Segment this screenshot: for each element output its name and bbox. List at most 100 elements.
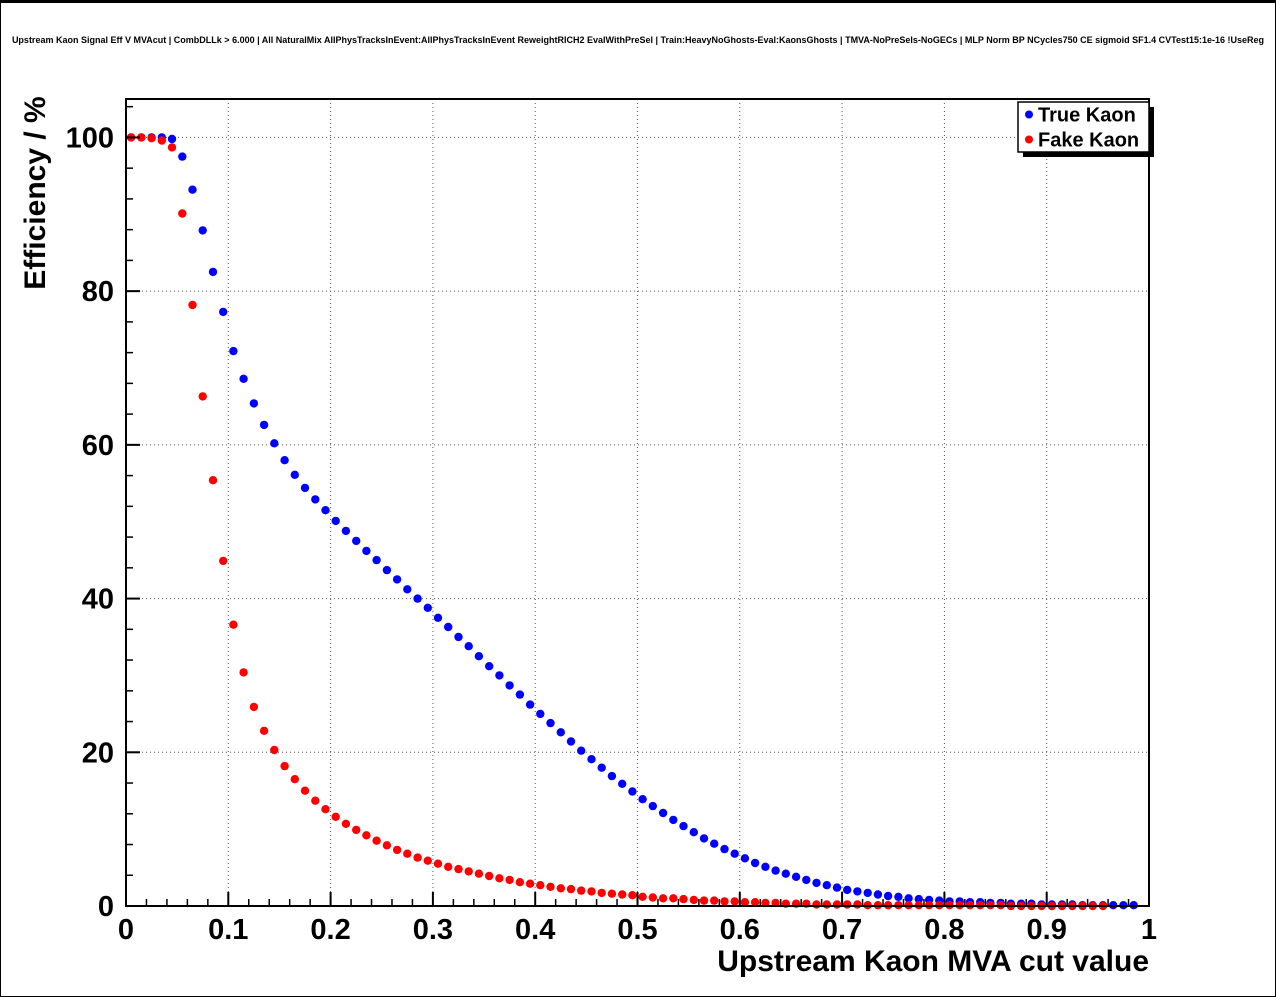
data-point	[914, 894, 923, 904]
data-point	[392, 575, 402, 584]
data-point	[822, 900, 831, 909]
data-point	[832, 900, 842, 909]
data-point	[464, 867, 473, 876]
data-point	[239, 668, 248, 677]
data-point	[219, 307, 228, 317]
data-point	[566, 884, 576, 894]
data-point	[300, 786, 310, 795]
data-point	[607, 889, 617, 898]
data-point	[362, 546, 371, 556]
data-point	[628, 787, 637, 796]
data-point	[413, 594, 422, 603]
data-point	[515, 690, 525, 699]
y-axis-title: Efficiency / %	[19, 96, 52, 289]
data-point	[843, 900, 852, 909]
y-tick-label: 20	[82, 737, 114, 769]
data-point	[843, 885, 852, 895]
data-point	[290, 775, 299, 784]
data-point	[495, 671, 504, 680]
data-point	[423, 603, 432, 612]
data-point	[444, 622, 453, 632]
data-point	[750, 858, 760, 868]
data-point	[372, 836, 381, 845]
data-point	[270, 745, 279, 755]
data-point	[720, 844, 729, 854]
data-point	[710, 896, 719, 905]
plot-title: Upstream Kaon Signal Eff V MVAcut | Comb…	[11, 35, 1265, 45]
data-point	[167, 134, 177, 144]
x-tick-label: 0.5	[617, 914, 657, 946]
data-point	[689, 895, 698, 905]
data-point	[607, 771, 617, 781]
x-tick-label: 0.3	[413, 914, 453, 946]
data-point	[464, 642, 473, 651]
data-point	[648, 801, 657, 811]
data-point	[311, 495, 320, 504]
y-tick-label: 80	[82, 276, 114, 308]
data-point	[331, 812, 340, 821]
data-point	[822, 881, 831, 890]
data-point	[791, 872, 801, 881]
data-point	[638, 892, 647, 901]
data-point	[249, 702, 259, 712]
data-point	[618, 890, 627, 899]
x-tick-label: 1	[1141, 914, 1157, 946]
data-point	[300, 483, 310, 493]
data-point	[577, 886, 586, 895]
data-point	[525, 879, 535, 888]
data-point	[669, 894, 678, 903]
data-point	[259, 726, 269, 735]
x-tick-label: 0	[118, 914, 134, 946]
series-fake-kaon	[126, 133, 1108, 911]
data-point	[147, 134, 156, 143]
data-point	[413, 853, 422, 862]
data-point	[454, 632, 463, 642]
data-point	[536, 709, 545, 719]
data-point	[280, 761, 289, 771]
data-point	[699, 896, 709, 905]
data-point	[208, 267, 218, 277]
legend-marker-true-kaon	[1025, 110, 1033, 119]
data-point	[597, 888, 606, 898]
data-point	[188, 300, 197, 310]
data-point	[771, 866, 780, 875]
data-point	[904, 894, 913, 903]
data-point	[536, 881, 545, 890]
data-point	[372, 555, 381, 565]
data-point	[577, 746, 586, 755]
data-point	[352, 536, 361, 546]
data-point	[249, 399, 259, 408]
data-point	[648, 893, 657, 902]
data-point	[474, 869, 484, 878]
data-point	[423, 856, 432, 865]
data-point	[495, 874, 504, 883]
data-point	[812, 900, 821, 909]
data-point	[290, 470, 299, 479]
data-point	[556, 728, 565, 737]
x-tick-label: 0.8	[924, 914, 964, 946]
data-point	[812, 878, 821, 888]
y-tick-label: 100	[66, 122, 114, 154]
data-point	[730, 849, 739, 858]
data-point	[802, 875, 811, 885]
data-point	[730, 897, 739, 906]
data-point	[362, 831, 371, 840]
data-point	[341, 819, 351, 828]
series-true-kaon	[126, 133, 1138, 910]
data-point	[259, 420, 269, 430]
data-point	[157, 136, 166, 145]
data-point	[873, 890, 883, 899]
data-point	[280, 456, 289, 465]
data-point	[433, 613, 443, 622]
x-tick-label: 0.2	[310, 914, 350, 946]
data-point	[137, 133, 146, 142]
data-point	[546, 882, 555, 891]
y-tick-label: 40	[82, 584, 114, 616]
data-point	[270, 439, 279, 448]
data-point	[628, 891, 637, 900]
data-point	[392, 845, 402, 855]
data-point	[740, 898, 750, 907]
data-point	[883, 891, 893, 901]
y-tick-label: 60	[82, 430, 114, 462]
x-axis-title: Upstream Kaon MVA cut value	[717, 945, 1149, 978]
